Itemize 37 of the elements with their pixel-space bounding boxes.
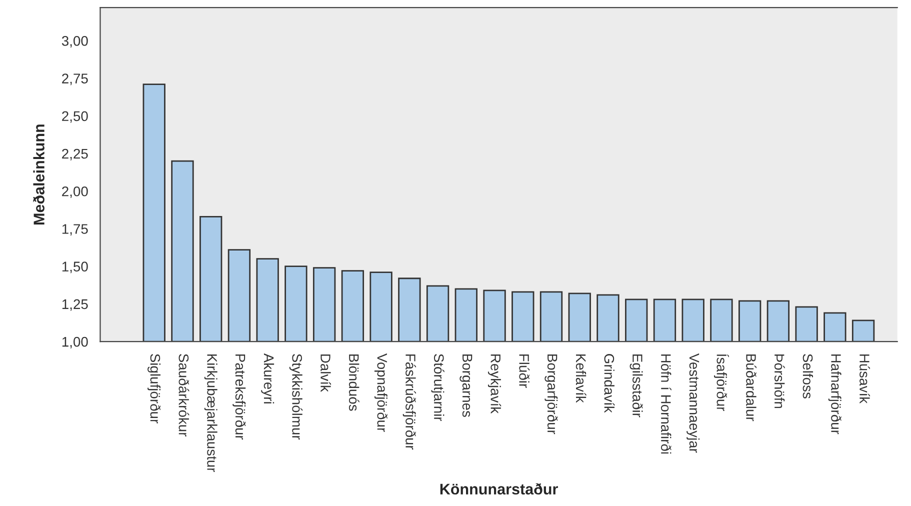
x-tick-label: Búðardalur [746,354,756,422]
y-tick-label: 1,50 [62,262,88,274]
x-tick-label: Vestmannaeyjar [686,353,700,453]
x-tick-label: Hafnarfjörður [828,354,842,434]
x-tick-label: Borgarnes [460,354,472,417]
x-tick-label: Sauðárkrókur [178,354,190,436]
x-tick-label: Stykkishólmur [289,354,302,440]
x-tick-label: Þórshöfn [774,354,785,408]
y-tick-label: 1,00 [62,336,88,348]
x-tick-label: Grindavík [604,354,615,413]
y-tick-label: 1,25 [62,299,88,311]
x-tick-label: Stórutjarnir [431,354,444,422]
x-tick-label: Húsavík [860,354,870,404]
x-tick-label: Keflavík [576,354,586,403]
x-tick-label: Ísafjörður [714,354,729,412]
x-tick-label: Höfn í Hornafirði [660,354,672,454]
y-tick-label: 2,75 [62,74,88,86]
x-axis-title: Könnunarstaður [440,483,558,495]
x-tick-label: Selfoss [802,354,814,398]
x-tick-label: Patreksfjörður [232,354,246,440]
x-tick-label: Siglufjörður [148,354,161,424]
x-tick-label: Dalvík [320,354,331,392]
y-tick-label: 1,75 [62,224,88,236]
x-tick-label: Flúðir [519,354,530,388]
y-tick-label: 3,00 [62,36,88,48]
x-tick-label: Fáskrúðsfjörður [402,354,416,450]
x-tick-label: Blönduós [348,354,360,411]
x-tick-label: Vopnafjörður [374,353,388,432]
y-tick-label: 2,00 [62,186,88,198]
y-tick-label: 2,50 [62,111,88,123]
x-tick-label: Kirkjubæjarklaustur [204,354,218,472]
x-tick-label: Reykjavík [488,354,502,414]
x-tick-label: Borgarfjörður [544,354,558,434]
y-axis-title: Meðaleinkunn [33,124,44,224]
y-tick-label: 2,25 [62,148,88,160]
x-tick-label: Akureyri [261,353,274,404]
x-tick-label: Egilsstaðir [630,354,643,418]
